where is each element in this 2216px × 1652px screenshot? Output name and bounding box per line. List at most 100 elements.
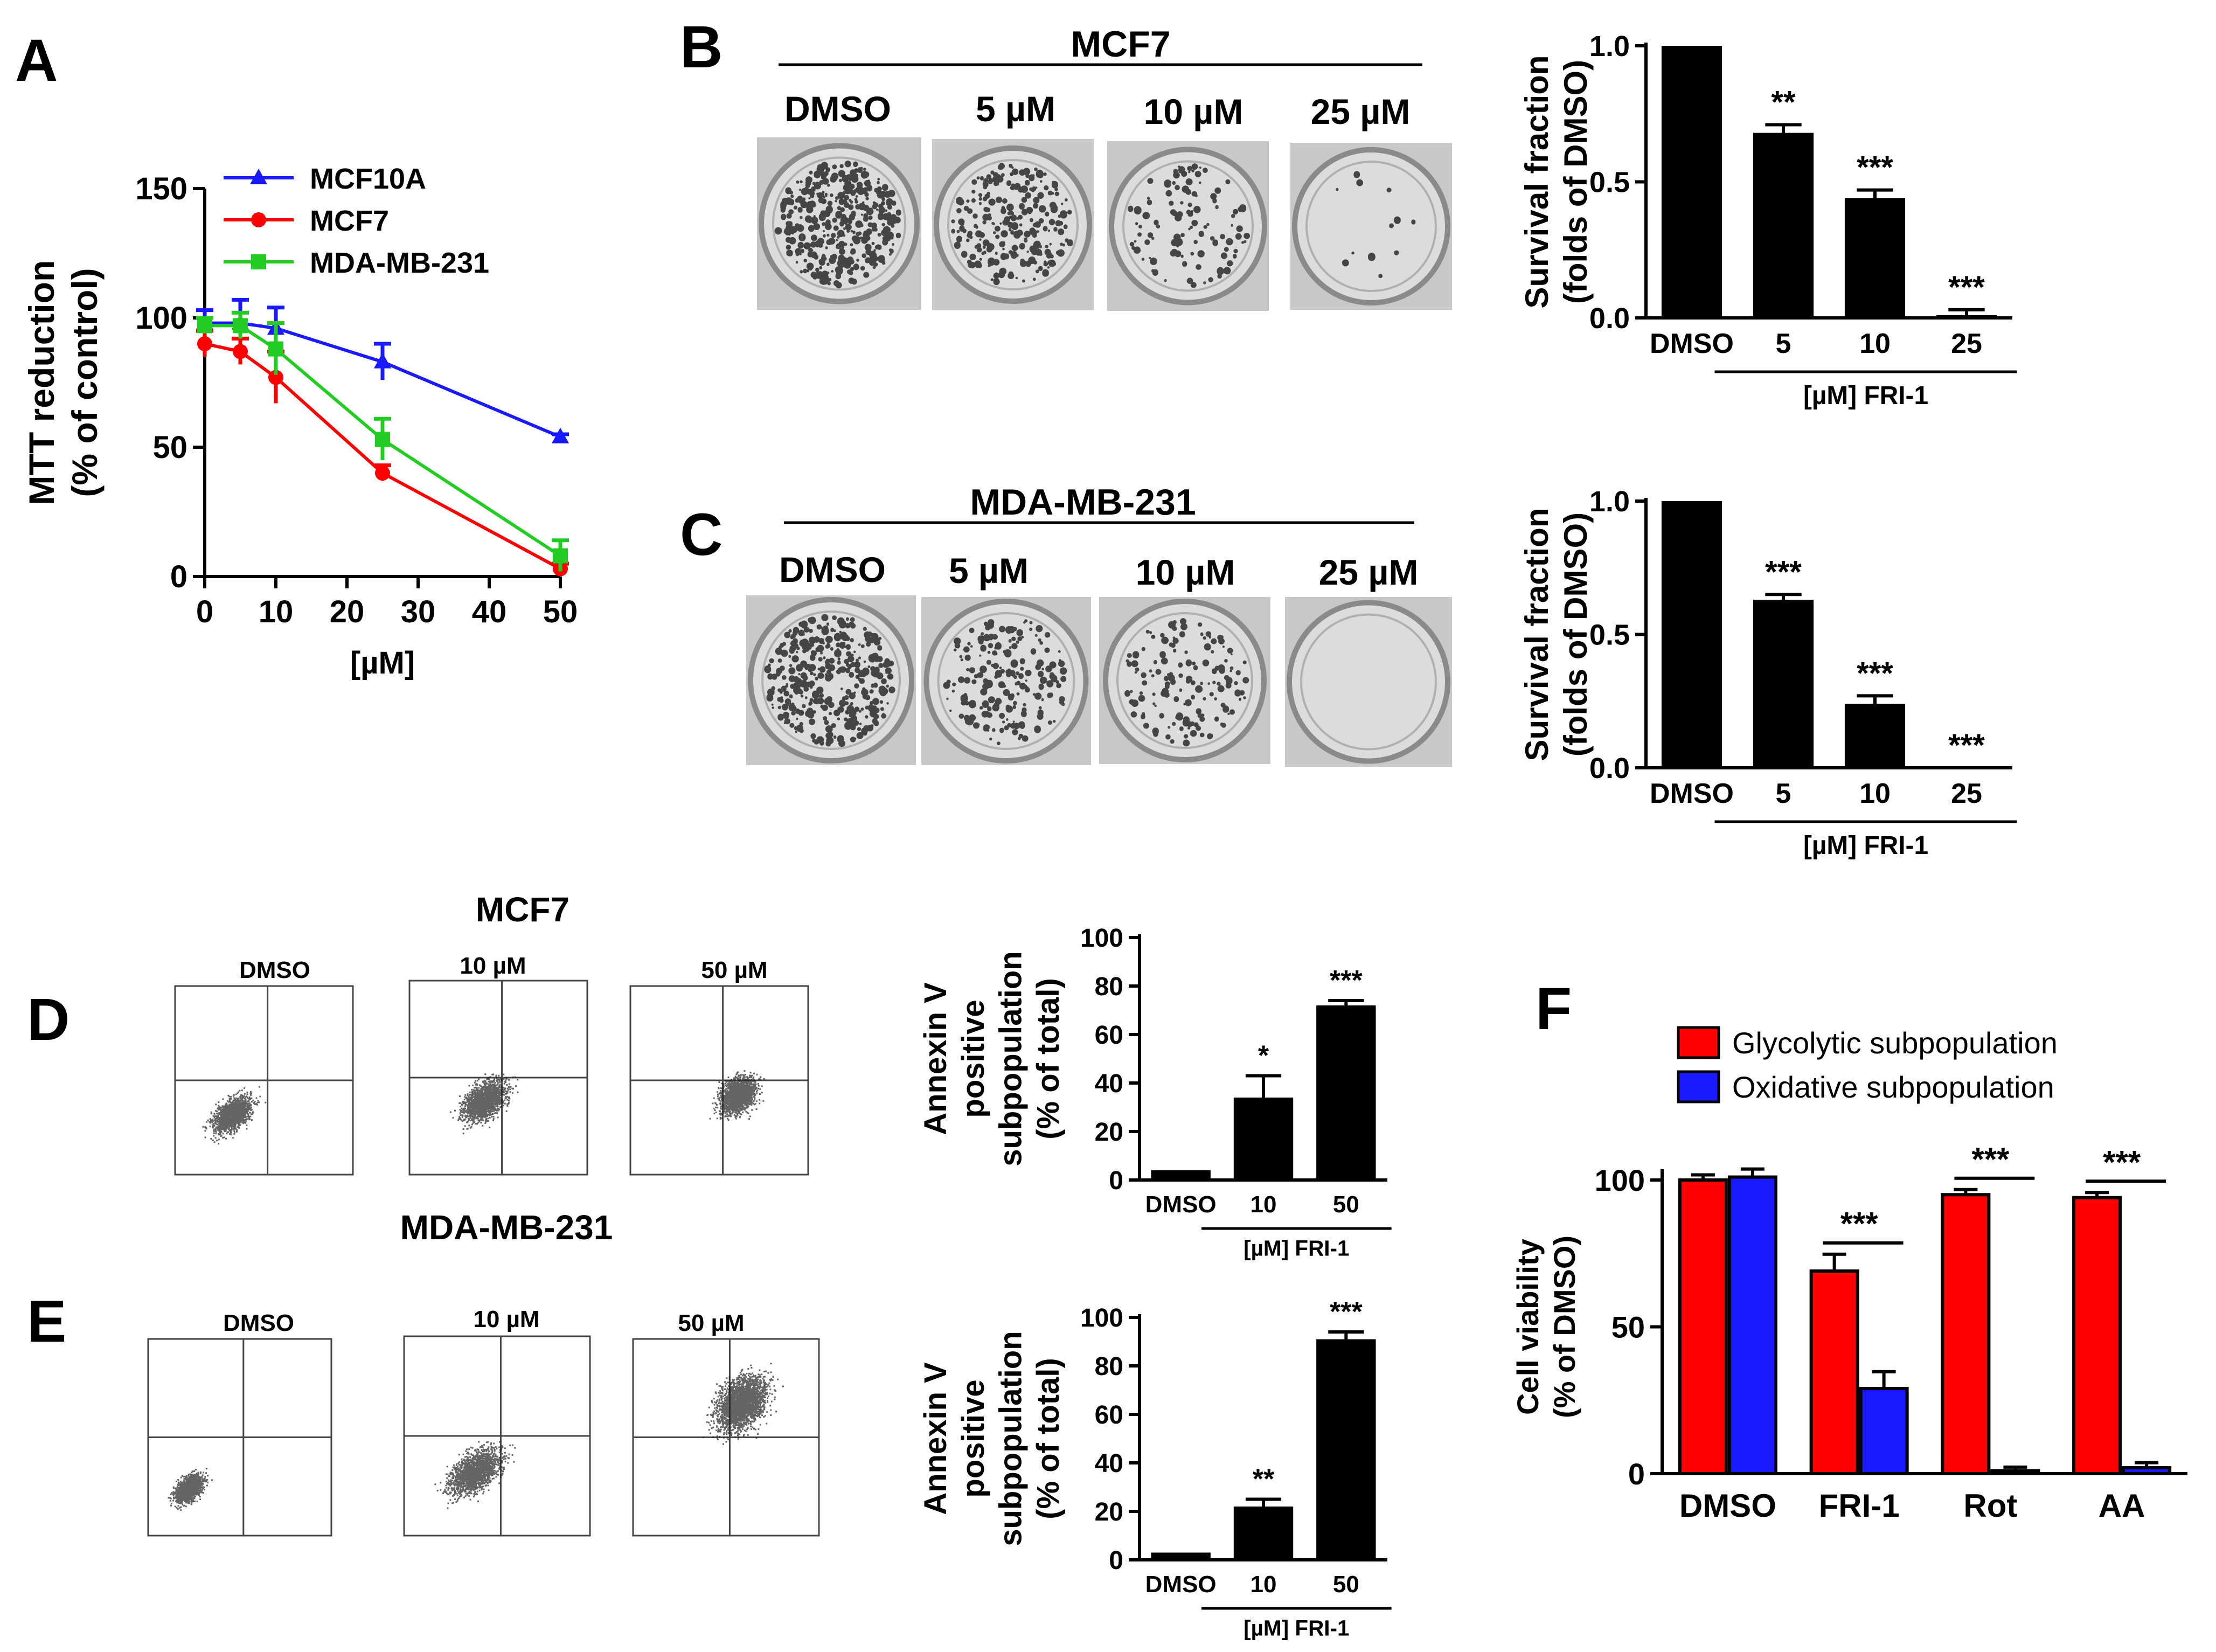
chart-c-ytick-label-1: 0.5	[1589, 619, 1630, 651]
panel-letter-a: A	[15, 27, 58, 94]
chart-f-legend-swatch-1	[1677, 1070, 1720, 1103]
chart-f-category-0: DMSO	[1679, 1488, 1776, 1524]
c-plate-rim-0	[761, 610, 901, 750]
c-plate-colonies-2	[1124, 618, 1249, 747]
flow-e: MDA-MB-231 DMSO 10 µM 50 µM	[147, 1208, 820, 1537]
chart-f-legend-swatch-0	[1677, 1026, 1720, 1059]
plate-b-label-3: 25 µM	[1311, 92, 1411, 131]
chart-d-ylabel-line-2: subpopulation	[993, 951, 1028, 1167]
chart-e-sig-1: **	[1253, 1464, 1275, 1495]
b-plate-rim-0	[772, 156, 906, 291]
chart-b-bar-1	[1753, 133, 1814, 318]
chart-c-ytick-label-0: 0.0	[1589, 752, 1630, 785]
chart-b-ylabel-line-1: (folds of DMSO)	[1558, 60, 1594, 304]
flow-e-label-1: 10 µM	[473, 1306, 539, 1332]
chart-d-category-1: 10	[1251, 1191, 1277, 1218]
flow-e-label-0: DMSO	[223, 1310, 294, 1336]
b-plate-rim-1	[947, 159, 1079, 290]
chart-e-category-2: 50	[1333, 1571, 1359, 1598]
chart-d-ytick-label-2: 40	[1095, 1070, 1123, 1098]
plates-b: MCF7 DMSO 5 µM 10 µM 25 µM	[757, 24, 1452, 311]
d-flow-events-1	[449, 1073, 519, 1135]
panel-letter-f: F	[1536, 976, 1572, 1042]
chart-d-bar-1	[1233, 1098, 1294, 1180]
chart-a-point-1-0	[197, 336, 212, 351]
plate-c-label-0: DMSO	[779, 550, 886, 589]
chart-a-legend-marker-1	[251, 212, 266, 227]
chart-a: 0 50 100 150 0 10 20 30 40 50 [µM] MTT reduction(% …	[22, 163, 578, 681]
chart-c-ylabel-line-0: Survival fraction	[1519, 508, 1555, 761]
plates-c-title: MDA-MB-231	[970, 482, 1196, 523]
plate-c-label-2: 10 µM	[1136, 552, 1235, 592]
chart-a-ytick-label-3: 150	[135, 171, 187, 206]
chart-b-category-1: 5	[1776, 328, 1791, 359]
chart-d-ylabel-line-0: Annexin V	[918, 982, 953, 1135]
chart-c: DMSO *** 5 *** 10 *** 25 0.0 0.5 1.0 [µM] FRI-1 Sur…	[1519, 485, 2017, 860]
chart-c-ylabel-line-1: (folds of DMSO)	[1558, 512, 1594, 756]
chart-e-ytick-label-3: 60	[1095, 1401, 1123, 1429]
chart-f-sig-3: ***	[2103, 1144, 2141, 1180]
plate-b-label-2: 10 µM	[1144, 92, 1244, 131]
chart-e-group-label: [µM] FRI-1	[1244, 1616, 1349, 1641]
flow-e-title: MDA-MB-231	[400, 1208, 613, 1247]
c-plate-colonies-0	[764, 614, 895, 747]
chart-b-ytick-label-2: 1.0	[1589, 30, 1630, 63]
chart-a-xtick-label-0: 0	[196, 594, 213, 629]
flow-d-label-1: 10 µM	[460, 953, 526, 979]
chart-a-point-2-4	[553, 548, 568, 564]
chart-a-xtick-label-1: 10	[259, 594, 294, 629]
chart-f-bar-0-3	[2072, 1196, 2122, 1475]
chart-d-bar-2	[1316, 1005, 1376, 1180]
chart-c-bar-2	[1844, 704, 1906, 768]
chart-e-ytick-label-0: 0	[1109, 1546, 1123, 1575]
chart-c-sig-3: ***	[1948, 728, 1985, 763]
chart-f-category-2: Rot	[1963, 1488, 2017, 1524]
chart-c-bar-1	[1753, 600, 1814, 768]
d-flow-events-2	[709, 1070, 765, 1121]
flow-e-label-2: 50 µM	[678, 1310, 744, 1336]
chart-b-category-2: 10	[1859, 328, 1891, 359]
chart-f-bar-0-1	[1809, 1269, 1859, 1475]
b-plate-colonies-2	[1127, 163, 1250, 288]
chart-b-ylabel: Survival fraction(folds of DMSO)	[1519, 55, 1594, 308]
c-plate-rim-1	[937, 612, 1075, 750]
c-plate-colonies-1	[943, 619, 1067, 746]
chart-e-ytick-label-5: 100	[1080, 1304, 1123, 1332]
chart-f-category-3: AA	[2099, 1488, 2145, 1524]
c-plate-rim-3	[1300, 613, 1437, 751]
chart-a-legend-label-2: MDA-MB-231	[310, 247, 489, 279]
chart-c-category-1: 5	[1776, 778, 1791, 809]
chart-b-category-3: 25	[1951, 328, 1982, 359]
chart-e-ylabel: Annexin Vpositivesubpopulation(% of tota…	[918, 1331, 1066, 1546]
chart-b-sig-2: ***	[1857, 150, 1893, 185]
panel-letter-e: E	[27, 1288, 66, 1355]
chart-e-bar-2	[1316, 1339, 1376, 1560]
plates-c: MDA-MB-231 DMSO 5 µM 10 µM 25 µM	[746, 482, 1452, 767]
chart-d-ytick-label-3: 60	[1095, 1021, 1123, 1050]
plates-b-title: MCF7	[1071, 24, 1170, 65]
b-plate-colonies-1	[951, 163, 1073, 286]
chart-f-bar-0-0	[1678, 1178, 1728, 1475]
chart-f-ytick-label-1: 50	[1611, 1310, 1645, 1344]
panel-letter-d: D	[27, 987, 70, 1053]
chart-f-sig-2: ***	[1971, 1141, 2010, 1177]
chart-e: DMSO ** 10 *** 50 0 20 40 60 80 100 [µM] FRI-1 Annex…	[918, 1296, 1392, 1641]
panel-letter-b: B	[680, 14, 723, 80]
flow-d-label-0: DMSO	[239, 957, 310, 983]
chart-b-ytick-label-1: 0.5	[1589, 166, 1630, 198]
chart-d: DMSO * 10 *** 50 0 20 40 60 80 100 [µM] FRI-1 Annexi…	[918, 924, 1392, 1261]
chart-a-point-0-4	[552, 427, 569, 443]
e-flow-events-2	[702, 1363, 784, 1445]
chart-e-ylabel-line-3: (% of total)	[1031, 1358, 1066, 1519]
chart-d-ytick-label-1: 20	[1095, 1118, 1123, 1147]
chart-e-ytick-label-2: 40	[1095, 1449, 1123, 1478]
chart-e-sig-2: ***	[1330, 1296, 1363, 1328]
chart-f-ytick-label-0: 0	[1628, 1457, 1645, 1491]
chart-a-ylabel-line-0: MTT reduction	[22, 260, 61, 505]
chart-e-bar-1	[1233, 1507, 1294, 1560]
chart-c-group-label: [µM] FRI-1	[1803, 831, 1928, 860]
chart-a-legend-label-0: MCF10A	[310, 163, 426, 195]
chart-d-category-2: 50	[1333, 1191, 1359, 1218]
chart-e-ytick-label-4: 80	[1095, 1352, 1123, 1381]
